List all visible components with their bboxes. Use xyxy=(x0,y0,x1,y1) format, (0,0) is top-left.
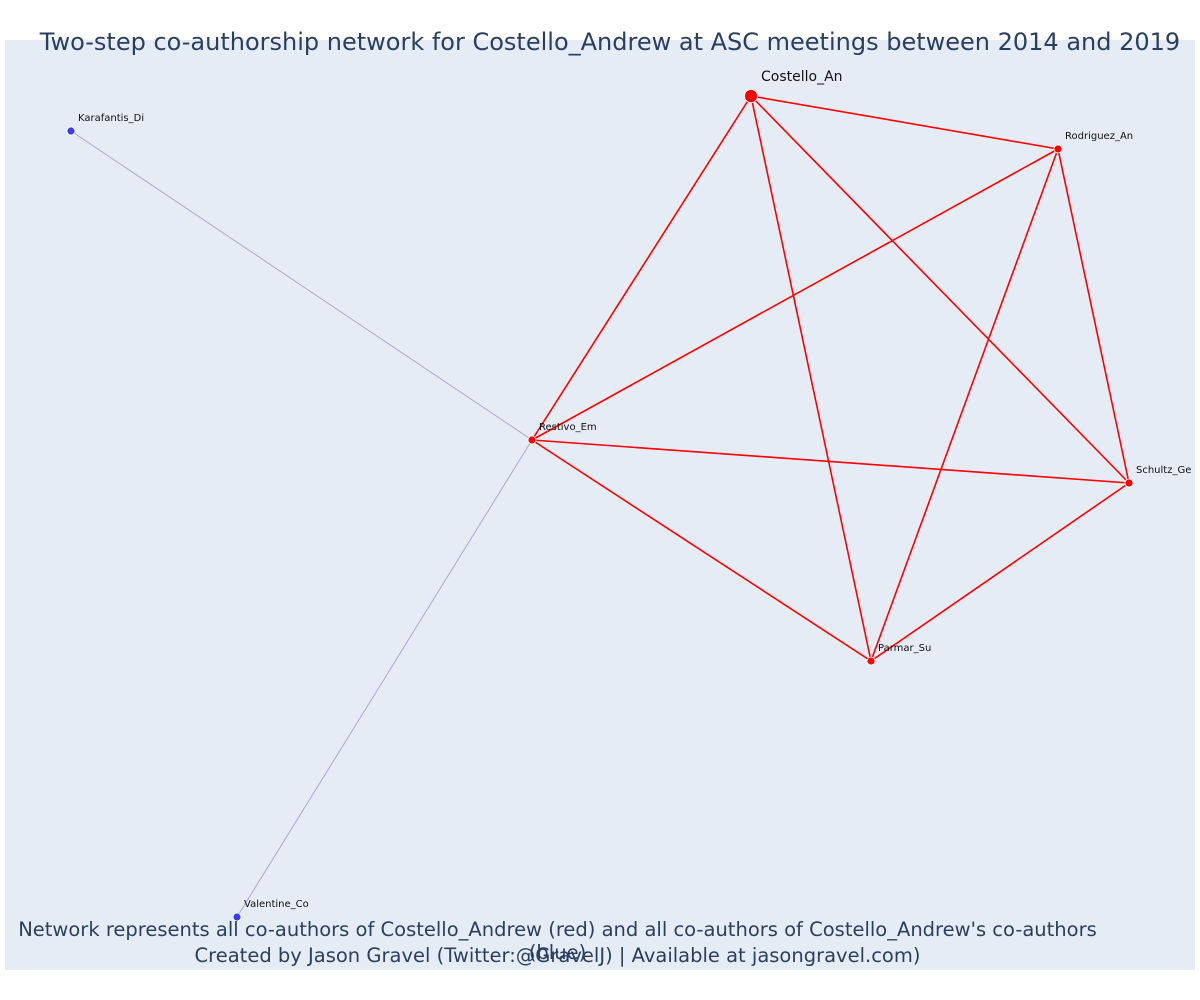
edge-Schultz_Ge-Parmar_Su xyxy=(870,482,1130,662)
edge-Costello_An-Parmar_Su xyxy=(750,95,872,662)
node-label-Parmar_Su: Parmar_Su xyxy=(878,643,931,654)
edge-Restivo_Em-Karafantis_Di xyxy=(70,130,533,441)
node-label-Costello_An: Costello_An xyxy=(761,69,843,85)
chart-title: Two-step co-authorship network for Coste… xyxy=(39,28,1181,56)
caption-line-1: Network represents all co-authors of Cos… xyxy=(18,918,1097,964)
plot-area xyxy=(5,40,1195,970)
node-Valentine_Co[interactable] xyxy=(232,912,242,922)
edges-layer xyxy=(70,95,1130,918)
node-label-Schultz_Ge: Schultz_Ge xyxy=(1136,465,1191,476)
edge-Rodriguez_An-Parmar_Su xyxy=(870,148,1059,662)
node-label-Karafantis_Di: Karafantis_Di xyxy=(78,113,144,124)
node-label-Valentine_Co: Valentine_Co xyxy=(244,899,309,910)
edge-Costello_An-Restivo_Em xyxy=(531,95,752,441)
node-Restivo_Em[interactable] xyxy=(527,435,537,445)
edge-Rodriguez_An-Restivo_Em xyxy=(531,148,1059,441)
node-label-Rodriguez_An: Rodriguez_An xyxy=(1065,131,1133,142)
node-Karafantis_Di[interactable] xyxy=(66,126,76,136)
edge-Restivo_Em-Valentine_Co xyxy=(236,439,533,918)
caption-line-2: Created by Jason Gravel (Twitter:@Gravel… xyxy=(194,944,921,967)
node-Costello_An[interactable] xyxy=(744,89,758,103)
node-Parmar_Su[interactable] xyxy=(866,656,876,666)
edge-Costello_An-Rodriguez_An xyxy=(750,95,1059,150)
node-label-Restivo_Em: Restivo_Em xyxy=(539,422,597,433)
node-Schultz_Ge[interactable] xyxy=(1124,478,1134,488)
edge-Restivo_Em-Parmar_Su xyxy=(531,439,872,662)
labels-layer: Costello_An Rodriguez_An Restivo_Em Schultz… xyxy=(78,69,1191,910)
edge-Costello_An-Schultz_Ge xyxy=(750,95,1130,484)
edge-Restivo_Em-Schultz_Ge xyxy=(531,439,1130,484)
edge-Rodriguez_An-Schultz_Ge xyxy=(1057,148,1130,484)
node-Rodriguez_An[interactable] xyxy=(1053,144,1063,154)
nodes-layer xyxy=(66,89,1134,922)
